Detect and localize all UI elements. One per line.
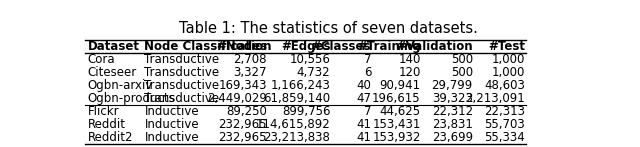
Text: Citeseer: Citeseer <box>88 66 137 79</box>
Text: 196,615: 196,615 <box>372 92 420 105</box>
Text: Inductive: Inductive <box>145 131 199 144</box>
Text: #Edges: #Edges <box>281 40 330 53</box>
Text: #Nodes: #Nodes <box>216 40 267 53</box>
Text: 140: 140 <box>398 53 420 66</box>
Text: Transductive: Transductive <box>145 79 220 92</box>
Text: Transductive: Transductive <box>145 53 220 66</box>
Text: 10,556: 10,556 <box>290 53 330 66</box>
Text: 232,965: 232,965 <box>218 131 267 144</box>
Text: 114,615,892: 114,615,892 <box>256 118 330 131</box>
Text: 29,799: 29,799 <box>431 79 473 92</box>
Text: Dataset: Dataset <box>88 40 140 53</box>
Text: 2,213,091: 2,213,091 <box>465 92 525 105</box>
Text: 90,941: 90,941 <box>380 79 420 92</box>
Text: 169,343: 169,343 <box>218 79 267 92</box>
Text: 153,431: 153,431 <box>372 118 420 131</box>
Text: 55,703: 55,703 <box>484 118 525 131</box>
Text: 1,000: 1,000 <box>492 53 525 66</box>
Text: #Training: #Training <box>357 40 420 53</box>
Text: Ogbn-arxiv: Ogbn-arxiv <box>88 79 153 92</box>
Text: 500: 500 <box>451 53 473 66</box>
Text: Node Classification: Node Classification <box>145 40 272 53</box>
Text: Table 1: The statistics of seven datasets.: Table 1: The statistics of seven dataset… <box>179 21 477 36</box>
Text: Ogbn-products: Ogbn-products <box>88 92 175 105</box>
Text: 4,732: 4,732 <box>297 66 330 79</box>
Text: 48,603: 48,603 <box>484 79 525 92</box>
Text: 39,323: 39,323 <box>432 92 473 105</box>
Text: 23,699: 23,699 <box>432 131 473 144</box>
Text: 47: 47 <box>356 92 371 105</box>
Text: 40: 40 <box>356 79 371 92</box>
Text: #Classes: #Classes <box>312 40 371 53</box>
Text: 22,313: 22,313 <box>484 105 525 118</box>
Text: Transductive: Transductive <box>145 66 220 79</box>
Text: 153,932: 153,932 <box>372 131 420 144</box>
Text: 2,708: 2,708 <box>234 53 267 66</box>
Text: 41: 41 <box>356 118 371 131</box>
Text: Reddit2: Reddit2 <box>88 131 133 144</box>
Text: 2,449,029: 2,449,029 <box>207 92 267 105</box>
Text: Reddit: Reddit <box>88 118 125 131</box>
Text: 899,756: 899,756 <box>282 105 330 118</box>
Text: 6: 6 <box>364 66 371 79</box>
Text: 23,831: 23,831 <box>432 118 473 131</box>
Text: 23,213,838: 23,213,838 <box>264 131 330 144</box>
Text: Transductive: Transductive <box>145 92 220 105</box>
Text: 1,166,243: 1,166,243 <box>271 79 330 92</box>
Text: Flickr: Flickr <box>88 105 119 118</box>
Text: 89,250: 89,250 <box>226 105 267 118</box>
Text: 120: 120 <box>398 66 420 79</box>
Text: 7: 7 <box>364 105 371 118</box>
Text: 500: 500 <box>451 66 473 79</box>
Text: #Test: #Test <box>488 40 525 53</box>
Text: Inductive: Inductive <box>145 105 199 118</box>
Text: 232,965: 232,965 <box>218 118 267 131</box>
Text: 55,334: 55,334 <box>484 131 525 144</box>
Text: 41: 41 <box>356 131 371 144</box>
Text: #Validation: #Validation <box>396 40 473 53</box>
Text: 1,000: 1,000 <box>492 66 525 79</box>
Text: 44,625: 44,625 <box>380 105 420 118</box>
Text: Inductive: Inductive <box>145 118 199 131</box>
Text: Cora: Cora <box>88 53 115 66</box>
Text: 22,312: 22,312 <box>432 105 473 118</box>
Text: 61,859,140: 61,859,140 <box>263 92 330 105</box>
Text: 3,327: 3,327 <box>234 66 267 79</box>
Text: 7: 7 <box>364 53 371 66</box>
